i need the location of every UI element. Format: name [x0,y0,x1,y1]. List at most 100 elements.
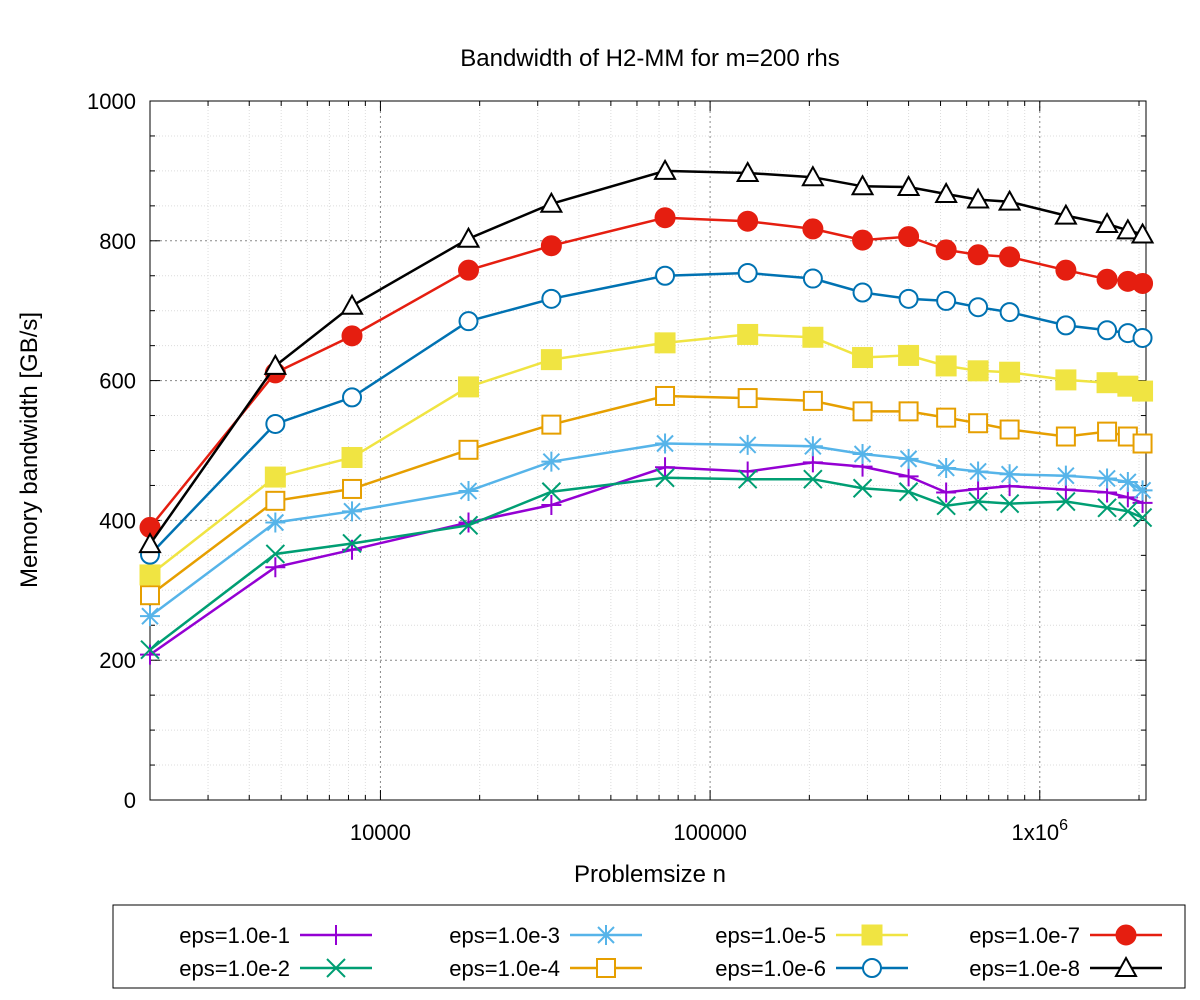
data-point [340,293,364,315]
grid [149,101,1146,800]
data-point [1132,272,1154,294]
data-point [968,478,989,499]
legend: eps=1.0e-1 eps=1.0e-2 eps=1.0e-3 eps=1.0e-4… [112,904,1186,989]
data-point [655,468,675,488]
legend-label: eps=1.0e-8 [969,956,1080,981]
data-point [140,606,160,627]
data-point [265,512,286,533]
data-point [802,436,823,457]
data-point [1132,480,1153,501]
data-point [341,325,363,347]
axis-ticks: 0 200 400 600 800 1000 10000 100000 1x106 [87,89,1146,845]
data-point [999,361,1021,383]
data-point [458,515,479,536]
data-point [997,189,1022,211]
data-point [936,290,957,311]
data-point [1055,426,1076,447]
data-point [999,493,1020,514]
data-point [654,207,676,229]
data-point [342,501,363,522]
data-point [654,332,676,354]
series-3 [140,433,1153,627]
data-point [265,544,286,564]
data-point [737,210,759,232]
data-point [737,388,758,409]
data-point [1117,471,1138,492]
legend-entry: eps=1.0e-3 [449,923,642,948]
data-point [1056,491,1076,512]
data-point [655,265,676,286]
data-point [968,297,989,318]
data-point [861,924,883,946]
data-point [140,585,160,606]
data-point [655,457,676,478]
legend-entry: eps=1.0e-6 [715,956,908,981]
data-point [342,478,363,499]
data-point [264,466,286,488]
data-point [898,288,919,309]
data-point [1097,498,1117,518]
data-point [967,360,989,382]
data-point [737,262,758,283]
series-5 [139,323,1154,586]
series-line [149,394,1144,597]
y-tick-label: 200 [99,648,136,673]
data-point [458,439,479,460]
data-point [1097,468,1118,489]
data-point [1096,372,1118,394]
data-point [999,419,1020,440]
series-4 [140,385,1153,606]
series-2 [140,468,1153,660]
series-line [149,333,1143,576]
data-point [936,457,957,478]
y-tick-label: 0 [124,788,136,813]
data-point [1096,268,1118,290]
data-point [968,461,989,482]
data-point [140,640,160,660]
data-point [1132,380,1154,402]
x-axis-label: Problemsize n [574,861,726,888]
data-point [935,355,957,377]
data-point [1055,315,1076,336]
data-point [852,229,874,251]
legend-entry: eps=1.0e-2 [179,956,372,981]
data-point [850,174,875,196]
data-point [999,246,1021,268]
data-point [1055,369,1077,391]
legend-label: eps=1.0e-6 [715,956,826,981]
series-8 [138,158,1155,554]
data-point [802,326,824,348]
data-point [326,958,346,978]
data-point [326,925,346,945]
series-6 [140,262,1153,565]
data-point [852,282,873,303]
series-group [138,158,1155,665]
data-point [966,187,990,209]
data-point [1097,320,1118,341]
data-point [1132,507,1153,528]
data-point [342,387,363,408]
data-point [541,482,562,502]
data-point [934,181,958,203]
data-point [265,490,286,511]
legend-label: eps=1.0e-1 [179,923,290,948]
chart-title: Bandwidth of H2-MM for m=200 rhs [460,45,840,72]
data-point [852,401,873,422]
legend-label: eps=1.0e-3 [449,923,560,948]
data-point [458,259,480,281]
data-point [1116,218,1140,240]
series-line [149,476,1143,651]
data-point [852,443,873,464]
data-point [852,478,873,498]
legend-label: eps=1.0e-2 [179,956,290,981]
x-tick-label: 10000 [350,820,411,845]
data-point [342,533,362,554]
legend-entry: eps=1.0e-8 [969,955,1162,981]
data-point [539,191,564,213]
legend-entry: eps=1.0e-4 [449,956,642,981]
data-point [655,433,676,454]
data-point [862,958,882,978]
data-point [896,174,921,196]
data-point [139,564,161,586]
